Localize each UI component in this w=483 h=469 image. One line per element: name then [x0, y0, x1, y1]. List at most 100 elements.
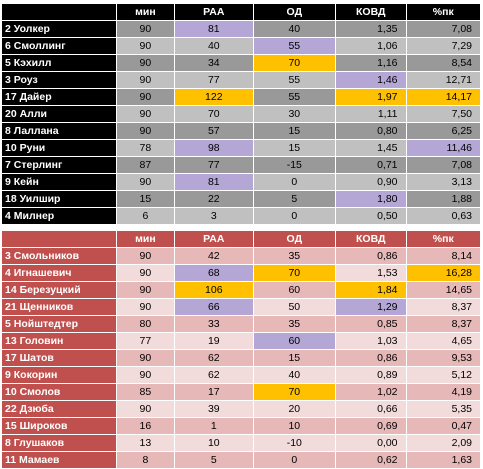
table-row: 10 Смолов 85 17 70 1,02 4,19	[1, 383, 481, 401]
kovd-cell: 1,02	[335, 383, 407, 401]
pk-percent-cell: 1,63	[405, 451, 481, 469]
player-name-cell: 10 Смолов	[1, 383, 117, 401]
od-cell: 55	[252, 37, 337, 55]
minutes-cell: 90	[115, 298, 176, 316]
raa-cell: 70	[174, 105, 254, 123]
kovd-cell: 0,62	[335, 451, 407, 469]
player-name-cell: 3 Смольников	[1, 247, 117, 265]
table-row: 17 Шатов 90 62 15 0,86 9,53	[1, 349, 481, 367]
pk-percent-cell: 0,63	[405, 207, 481, 225]
kovd-cell: 1,16	[335, 54, 407, 72]
table-row: 22 Дзюба 90 39 20 0,66 5,35	[1, 400, 481, 418]
od-cell: 5	[252, 190, 337, 208]
table-row: 17 Дайер 90 122 55 1,97 14,17	[1, 88, 481, 106]
kovd-cell: 0,86	[335, 349, 407, 367]
raa-cell: 57	[174, 122, 254, 140]
pk-percent-cell: 11,46	[405, 139, 481, 157]
table-row: 15 Широков 16 1 10 0,69 0,47	[1, 417, 481, 435]
player-name-cell: 8 Лаллана	[1, 122, 117, 140]
player-name-cell: 15 Широков	[1, 417, 117, 435]
od-cell: 0	[252, 207, 337, 225]
pk-percent-cell: 6,25	[405, 122, 481, 140]
player-name-cell: 3 Роуз	[1, 71, 117, 89]
pk-percent-cell: 8,14	[405, 247, 481, 265]
pk-percent-cell: 5,12	[405, 366, 481, 384]
raa-cell: 40	[174, 37, 254, 55]
russia-stats-body: мин РАА ОД КОВД %пк 3 Смольников 90 42 35 0,86 8,1…	[1, 230, 481, 469]
player-name-cell: 20 Алли	[1, 105, 117, 123]
table-row: 9 Кокорин 90 62 40 0,89 5,12	[1, 366, 481, 384]
minutes-header: мин	[115, 3, 176, 21]
table-row: 14 Березуцкий 90 106 60 1,84 14,65	[1, 281, 481, 299]
minutes-cell: 90	[115, 366, 176, 384]
kovd-cell: 1,46	[335, 71, 407, 89]
od-cell: 15	[252, 139, 337, 157]
od-cell: -15	[252, 156, 337, 174]
od-cell: 60	[252, 281, 337, 299]
od-header: ОД	[252, 3, 337, 21]
od-cell: -10	[252, 434, 337, 452]
od-cell: 10	[252, 417, 337, 435]
od-cell: 15	[252, 122, 337, 140]
raa-cell: 33	[174, 315, 254, 333]
raa-cell: 17	[174, 383, 254, 401]
pk-percent-cell: 5,35	[405, 400, 481, 418]
od-cell: 35	[252, 315, 337, 333]
raa-cell: 98	[174, 139, 254, 157]
pk-percent-cell: 7,29	[405, 37, 481, 55]
od-cell: 40	[252, 366, 337, 384]
minutes-cell: 90	[115, 105, 176, 123]
od-cell: 70	[252, 383, 337, 401]
minutes-cell: 90	[115, 54, 176, 72]
raa-cell: 1	[174, 417, 254, 435]
od-cell: 0	[252, 173, 337, 191]
minutes-cell: 80	[115, 315, 176, 333]
table-row: 11 Мамаев 8 5 0 0,62 1,63	[1, 451, 481, 469]
player-name-cell: 8 Глушаков	[1, 434, 117, 452]
player-name-cell: 2 Уолкер	[1, 20, 117, 38]
kovd-cell: 1,97	[335, 88, 407, 106]
pk-percent-cell: 7,50	[405, 105, 481, 123]
minutes-cell: 78	[115, 139, 176, 157]
raa-cell: 5	[174, 451, 254, 469]
table-row: 8 Глушаков 13 10 -10 0,00 2,09	[1, 434, 481, 452]
minutes-cell: 90	[115, 122, 176, 140]
raa-header: РАА	[174, 3, 254, 21]
raa-cell: 81	[174, 173, 254, 191]
table-row: 3 Смольников 90 42 35 0,86 8,14	[1, 247, 481, 265]
russia-stats-table: мин РАА ОД КОВД %пк 3 Смольников 90 42 35 0,86 8,1…	[1, 230, 481, 469]
od-cell: 15	[252, 349, 337, 367]
kovd-cell: 1,06	[335, 37, 407, 55]
minutes-cell: 6	[115, 207, 176, 225]
pk-percent-header: %пк	[405, 230, 481, 248]
minutes-cell: 87	[115, 156, 176, 174]
od-cell: 70	[252, 264, 337, 282]
minutes-cell: 90	[115, 281, 176, 299]
pk-percent-cell: 14,17	[405, 88, 481, 106]
kovd-cell: 1,84	[335, 281, 407, 299]
player-name-cell: 5 Нойштедтер	[1, 315, 117, 333]
table-row: 4 Игнашевич 90 68 70 1,53 16,28	[1, 264, 481, 282]
raa-cell: 106	[174, 281, 254, 299]
raa-cell: 122	[174, 88, 254, 106]
raa-cell: 34	[174, 54, 254, 72]
od-cell: 0	[252, 451, 337, 469]
pk-percent-cell: 8,37	[405, 298, 481, 316]
minutes-cell: 85	[115, 383, 176, 401]
pk-percent-header: %пк	[405, 3, 481, 21]
od-cell: 55	[252, 71, 337, 89]
player-name-cell: 17 Дайер	[1, 88, 117, 106]
od-cell: 20	[252, 400, 337, 418]
kovd-cell: 0,71	[335, 156, 407, 174]
raa-cell: 3	[174, 207, 254, 225]
player-name-cell: 13 Головин	[1, 332, 117, 350]
minutes-cell: 90	[115, 400, 176, 418]
table-row: 13 Головин 77 19 60 1,03 4,65	[1, 332, 481, 350]
raa-header: РАА	[174, 230, 254, 248]
pk-percent-cell: 14,65	[405, 281, 481, 299]
player-name-cell: 17 Шатов	[1, 349, 117, 367]
player-name-cell: 18 Уилшир	[1, 190, 117, 208]
od-cell: 55	[252, 88, 337, 106]
kovd-cell: 0,85	[335, 315, 407, 333]
england-stats-table: мин РАА ОД КОВД %пк 2 Уолкер 90 81 40 1,35 7,08 6 С…	[1, 3, 481, 225]
